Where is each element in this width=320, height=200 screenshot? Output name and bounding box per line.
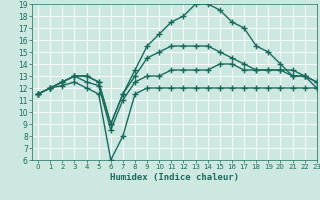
X-axis label: Humidex (Indice chaleur): Humidex (Indice chaleur): [110, 173, 239, 182]
